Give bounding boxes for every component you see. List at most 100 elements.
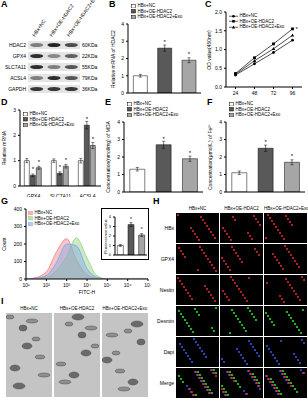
svg-text:10²: 10² [43, 282, 51, 288]
html-text:E: E [105, 97, 111, 107]
svg-text:200: 200 [14, 241, 23, 247]
svg-text:1: 1 [109, 243, 112, 248]
svg-text:3: 3 [219, 136, 222, 142]
svg-text:GPX4: GPX4 [27, 193, 41, 197]
html-text:HBx+OE-HDAC2: HBx+OE-HDAC2 [133, 106, 168, 112]
svg-text:4: 4 [121, 21, 124, 27]
html-text:Count: Count [1, 237, 7, 251]
svg-text:1.5: 1.5 [215, 28, 222, 34]
svg-text:HBx+OE-HDAC2+Exo: HBx+OE-HDAC2+Exo [65, 0, 99, 38]
svg-text:0: 0 [19, 276, 22, 282]
svg-text:400: 400 [14, 206, 23, 212]
svg-text:1: 1 [117, 171, 120, 177]
svg-text:4: 4 [109, 214, 112, 219]
svg-text:SLC7A11: SLC7A11 [8, 64, 26, 70]
html-text:HBx+OE-HDAC2: HBx+OE-HDAC2 [239, 18, 274, 24]
svg-text:2: 2 [13, 132, 16, 138]
svg-text:2: 2 [219, 154, 222, 160]
html-text:Concentration(nmol/mg) of MDA: Concentration(nmol/mg) of MDA [105, 121, 111, 193]
svg-text:3: 3 [13, 107, 16, 113]
html-text:B: B [109, 0, 116, 9]
svg-text:0.0: 0.0 [215, 84, 222, 90]
svg-text:0: 0 [121, 90, 124, 96]
html-text:D: D [1, 97, 8, 107]
svg-text:2: 2 [117, 154, 120, 160]
svg-text:1: 1 [13, 157, 16, 163]
svg-text:HDAC2: HDAC2 [9, 42, 26, 48]
svg-text:0: 0 [117, 189, 120, 195]
svg-text:10⁷: 10⁷ [144, 282, 152, 288]
html-text:FITC-H: FITC-H [78, 289, 96, 295]
svg-text:*: * [164, 39, 167, 45]
svg-text:0: 0 [13, 183, 16, 189]
svg-text:*: * [162, 136, 165, 142]
svg-text:0.5: 0.5 [215, 65, 222, 71]
html-text:H: H [153, 196, 160, 206]
svg-text:1: 1 [121, 73, 124, 79]
svg-text:*: * [32, 166, 35, 172]
svg-text:4: 4 [219, 119, 222, 125]
svg-text:55KDa: 55KDa [82, 64, 98, 70]
svg-text:3: 3 [109, 224, 112, 229]
svg-text:2: 2 [121, 55, 124, 61]
html-text:Nestin: Nestin [159, 287, 174, 293]
svg-text:ACSL4: ACSL4 [10, 75, 26, 81]
svg-text:22KDa: 22KDa [82, 53, 98, 59]
svg-text:*: * [38, 159, 41, 165]
svg-text:*: * [59, 164, 62, 170]
svg-text:300: 300 [14, 223, 23, 229]
svg-text:ACSL4: ACSL4 [80, 193, 96, 197]
svg-text:*: * [92, 136, 95, 142]
svg-text:HBx+NC: HBx+NC [31, 18, 47, 38]
svg-text:*: * [264, 139, 267, 145]
html-text:HBx+OE-HDAC2: HBx+OE-HDAC2 [137, 8, 172, 14]
svg-text:1.0: 1.0 [215, 46, 222, 52]
svg-text:48: 48 [252, 90, 258, 96]
svg-text:GAPDH: GAPDH [8, 86, 26, 92]
svg-text:72: 72 [271, 90, 277, 96]
svg-text:4: 4 [117, 119, 120, 125]
html-text:G: G [1, 196, 8, 206]
svg-text:10⁶: 10⁶ [124, 282, 132, 288]
svg-text:10¹: 10¹ [22, 282, 30, 288]
html-text:OD value(450nm): OD value(450nm) [205, 29, 211, 70]
svg-text:0: 0 [109, 252, 112, 257]
html-text:C: C [205, 0, 212, 9]
svg-text:10³: 10³ [63, 282, 71, 288]
svg-text:*: * [141, 226, 143, 232]
svg-text:3: 3 [121, 38, 124, 44]
html-text:Concentration(μmol/L) of Fe²⁺: Concentration(μmol/L) of Fe²⁺ [207, 124, 213, 190]
html-text:Relative mRNA of HDAC2: Relative mRNA of HDAC2 [109, 29, 115, 88]
svg-text:SLC7A11: SLC7A11 [50, 193, 71, 197]
svg-text:*: * [291, 153, 294, 159]
html-text:Relative mRNA: Relative mRNA [1, 130, 7, 166]
svg-text:*: * [189, 150, 192, 156]
svg-text:HBx+OE-HDAC2: HBx+OE-HDAC2 [47, 2, 75, 38]
svg-text:1: 1 [219, 171, 222, 177]
svg-text:24: 24 [233, 90, 239, 96]
svg-text:*: * [65, 157, 68, 163]
svg-text:36KDa: 36KDa [82, 86, 98, 92]
html-text:HBx+OE-HDAC2: HBx+OE-HDAC2 [29, 116, 64, 122]
html-text:GPX4: GPX4 [160, 256, 174, 262]
svg-text:*: * [86, 116, 89, 122]
svg-text:*: * [296, 26, 299, 32]
svg-text:0: 0 [219, 189, 222, 195]
svg-text:3: 3 [117, 136, 120, 142]
svg-text:96: 96 [290, 90, 296, 96]
svg-text:2.0: 2.0 [215, 9, 222, 15]
svg-text:10⁵: 10⁵ [104, 282, 112, 288]
svg-text:10⁴: 10⁴ [83, 282, 91, 288]
svg-text:79KDa: 79KDa [82, 75, 98, 81]
svg-text:2: 2 [109, 233, 112, 238]
html-text:HBx: HBx [164, 225, 174, 231]
svg-text:60KDa: 60KDa [82, 42, 98, 48]
html-text:HBx+OE-HDAC2: HBx+OE-HDAC2 [34, 215, 69, 221]
svg-text:GPX4: GPX4 [13, 53, 27, 59]
svg-text:100: 100 [14, 258, 23, 264]
html-text:A: A [1, 0, 8, 9]
html-text:HBx+OE-HDAC2: HBx+OE-HDAC2 [235, 106, 270, 112]
svg-text:*: * [130, 216, 132, 222]
svg-text:*: * [188, 51, 191, 57]
html-text:F: F [207, 97, 213, 107]
